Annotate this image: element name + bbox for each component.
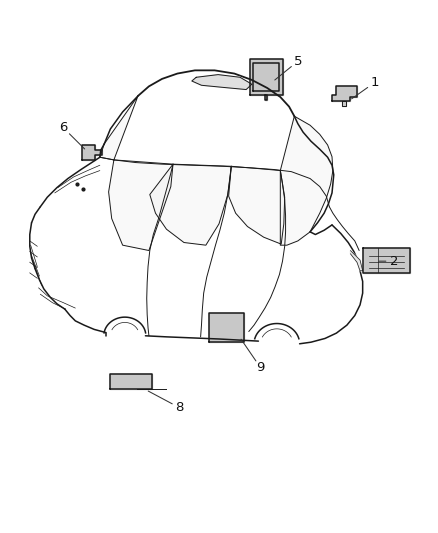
Polygon shape	[265, 95, 267, 100]
Polygon shape	[332, 86, 357, 101]
Text: 8: 8	[175, 401, 184, 414]
Polygon shape	[192, 75, 252, 90]
Polygon shape	[109, 160, 173, 251]
Polygon shape	[100, 96, 138, 160]
Text: 5: 5	[293, 55, 302, 68]
Polygon shape	[350, 251, 363, 271]
Polygon shape	[110, 374, 152, 389]
Polygon shape	[229, 166, 285, 244]
Polygon shape	[280, 116, 333, 245]
Text: 2: 2	[390, 255, 399, 268]
Polygon shape	[82, 145, 102, 160]
Text: 9: 9	[256, 361, 265, 374]
Polygon shape	[209, 313, 244, 342]
Polygon shape	[342, 101, 346, 106]
Text: 6: 6	[59, 122, 68, 134]
Text: 1: 1	[370, 76, 379, 89]
Polygon shape	[250, 59, 283, 95]
Polygon shape	[150, 164, 231, 245]
Polygon shape	[363, 248, 410, 273]
